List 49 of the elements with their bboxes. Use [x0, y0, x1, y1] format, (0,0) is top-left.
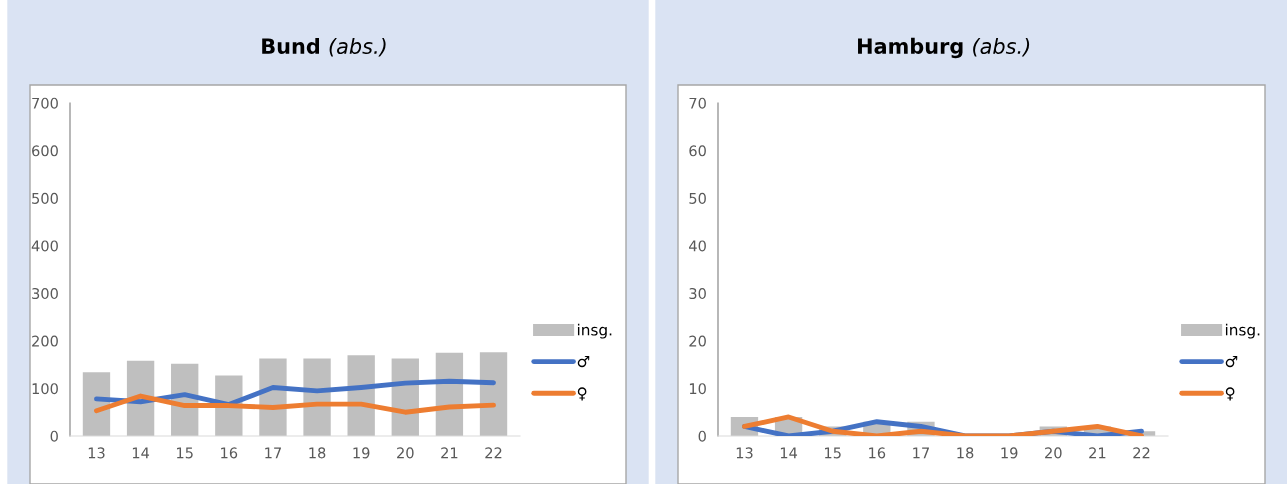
y-tick-label: 0	[698, 430, 706, 442]
y-tick-label: 70	[689, 97, 706, 109]
y-tick-label: 500	[32, 192, 58, 204]
legend-label: ♂	[1225, 355, 1238, 368]
x-tick-label: 17	[265, 447, 281, 459]
x-tick-label: 15	[177, 447, 193, 459]
x-tick-label: 14	[780, 447, 798, 459]
chart-title: Hamburg	[858, 37, 963, 59]
y-tick-label: 50	[689, 192, 706, 204]
x-tick-label: 20	[397, 447, 414, 459]
x-tick-label: 16	[869, 447, 886, 459]
y-tick-label: 60	[689, 145, 706, 157]
x-tick-label: 18	[309, 447, 326, 459]
y-tick-label: 10	[689, 383, 706, 395]
chart-subtitle: (abs.)	[329, 37, 386, 57]
legend-label: insg.	[577, 323, 612, 339]
x-tick-label: 13	[88, 447, 105, 459]
x-tick-label: 17	[913, 447, 929, 459]
bar	[479, 352, 508, 436]
chart-subtitle: (abs.)	[973, 37, 1030, 57]
x-tick-label: 13	[736, 447, 753, 459]
y-tick-label: 40	[689, 240, 706, 252]
y-tick-label: 200	[32, 335, 58, 347]
x-tick-label: 22	[1133, 447, 1150, 459]
chart-title: Bund	[262, 37, 319, 55]
legend-label: insg.	[1225, 323, 1260, 339]
x-tick-label: 20	[1045, 447, 1062, 459]
x-tick-label: 16	[221, 447, 238, 459]
x-tick-label: 19	[1001, 447, 1018, 459]
x-tick-label: 21	[441, 447, 458, 459]
x-tick-label: 18	[957, 447, 974, 459]
legend-label: ♂	[577, 355, 590, 368]
y-tick-label: 30	[689, 288, 706, 300]
y-tick-label: 0	[50, 430, 58, 442]
x-tick-label: 19	[353, 447, 370, 459]
x-tick-label: 21	[1089, 447, 1106, 459]
y-tick-label: 100	[32, 383, 58, 395]
x-tick-label: 15	[825, 447, 841, 459]
y-tick-label: 600	[32, 145, 58, 157]
y-tick-label: 300	[32, 288, 58, 300]
x-tick-label: 22	[485, 447, 502, 459]
line-series	[94, 393, 496, 415]
x-tick-label: 14	[132, 447, 150, 459]
y-tick-label: 20	[689, 335, 706, 347]
y-tick-label: 700	[32, 97, 58, 109]
legend-label: ♀	[1225, 387, 1235, 401]
y-tick-label: 400	[31, 240, 58, 252]
line-series	[742, 414, 1144, 436]
legend-label: ♀	[577, 387, 587, 401]
